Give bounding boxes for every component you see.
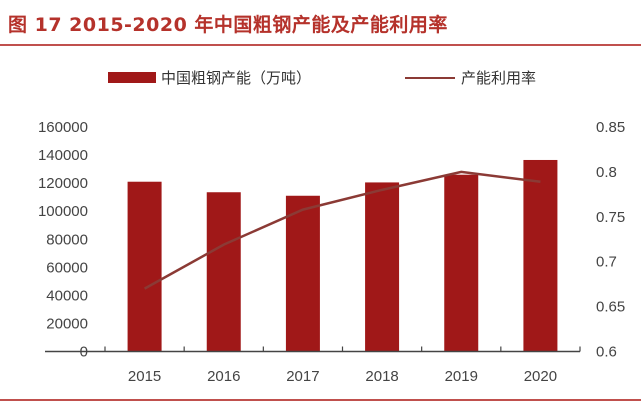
title-rule — [0, 44, 641, 46]
left-tick-label: 80000 — [46, 231, 88, 248]
left-tick-label: 40000 — [46, 287, 88, 304]
bar-2017 — [285, 195, 320, 352]
x-tick-label: 2016 — [207, 368, 240, 385]
left-tick-label: 100000 — [38, 203, 88, 220]
figure-title: 图 17 2015-2020 年中国粗钢产能及产能利用率 — [8, 14, 448, 36]
utilization-line — [143, 170, 541, 290]
bottom-rule — [0, 399, 641, 401]
x-tick-label: 2017 — [286, 368, 319, 385]
legend-line-label: 产能利用率 — [461, 69, 536, 87]
left-tick-label: 20000 — [46, 315, 88, 332]
right-tick-label: 0.75 — [596, 209, 625, 226]
bar-2018 — [365, 182, 400, 352]
right-tick-label: 0.6 — [596, 344, 617, 361]
bar-2019 — [444, 174, 479, 352]
right-tick-label: 0.7 — [596, 254, 617, 271]
legend-bar-label: 中国粗钢产能（万吨） — [161, 69, 311, 87]
x-tick-label: 2019 — [445, 368, 478, 385]
x-tick-label: 2018 — [365, 368, 398, 385]
right-tick-label: 0.8 — [596, 164, 617, 181]
left-tick-label: 140000 — [38, 147, 88, 164]
bar-2016 — [206, 192, 241, 352]
left-tick-label: 120000 — [38, 175, 88, 192]
right-tick-label: 0.85 — [596, 119, 625, 136]
left-tick-label: 60000 — [46, 259, 88, 276]
legend-bar-swatch — [108, 72, 156, 83]
x-tick-label: 2015 — [128, 368, 161, 385]
right-tick-label: 0.65 — [596, 299, 625, 316]
left-tick-label: 160000 — [38, 119, 88, 136]
bar-2020 — [523, 159, 558, 352]
bar-2015 — [127, 181, 162, 352]
x-tick-label: 2020 — [524, 368, 557, 385]
